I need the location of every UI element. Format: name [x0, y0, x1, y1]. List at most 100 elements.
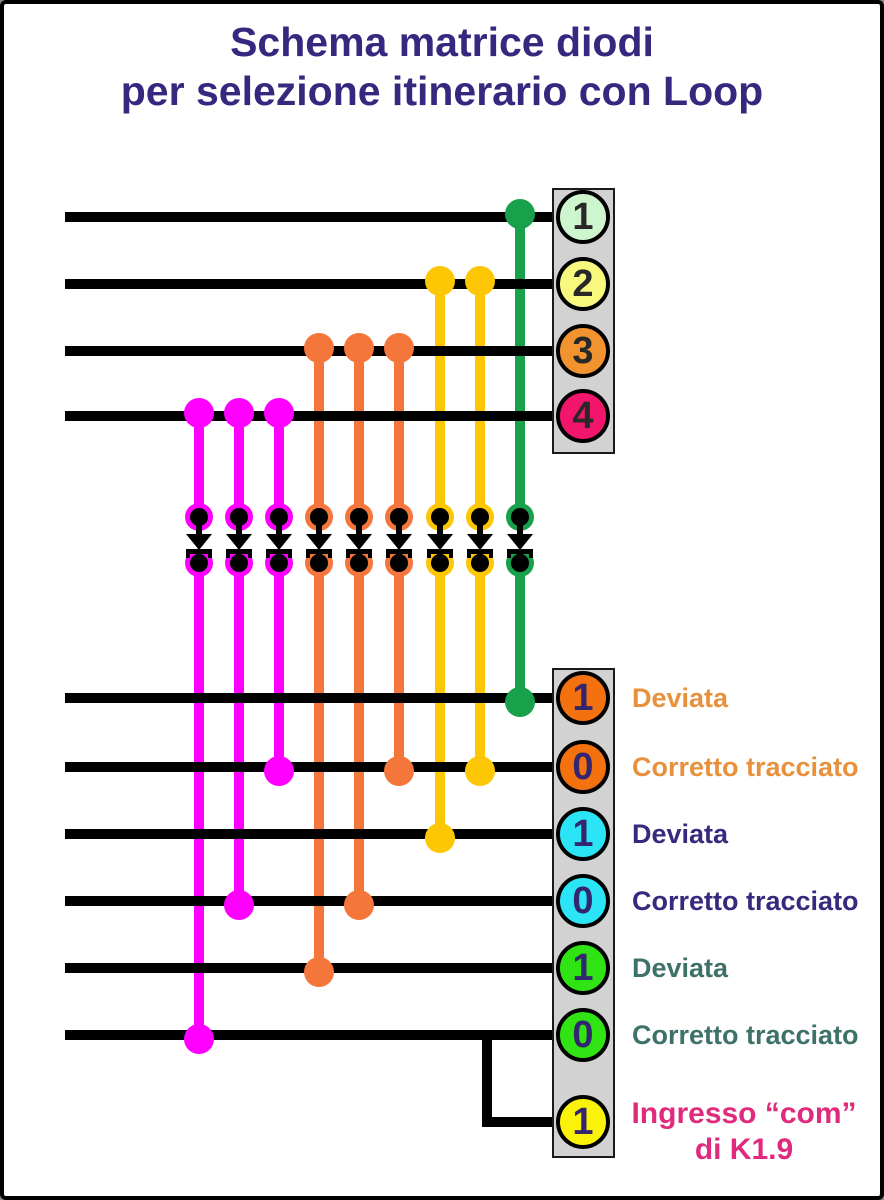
junction-dot-bottom-6	[384, 756, 414, 786]
diode-part	[270, 508, 288, 526]
diode-part	[511, 508, 529, 526]
diode-part	[517, 525, 523, 535]
bottom-terminal-1: 1	[556, 671, 610, 725]
com-connector-horizontal	[482, 1117, 552, 1127]
com-connector-vertical	[482, 1035, 492, 1127]
junction-dot-bottom-7	[425, 823, 455, 853]
diode-part	[431, 554, 449, 572]
diode-column-9-wire-upper	[515, 217, 525, 517]
bottom-terminal-3: 1	[556, 807, 610, 861]
diode-part	[449, 549, 453, 558]
diode-triangle-icon	[306, 534, 332, 550]
top-bus-line-2	[65, 279, 552, 289]
diode-triangle-icon	[226, 534, 252, 550]
diode-part	[186, 549, 212, 554]
top-terminal-4: 4	[556, 389, 610, 443]
bottom-row-label-1: Deviata	[632, 683, 729, 713]
bottom-row-label-6: Corretto tracciato	[632, 1020, 859, 1050]
diode-column-1-wire-lower	[194, 563, 204, 1039]
bottom-bus-line-3	[65, 829, 552, 839]
diode-part	[196, 525, 202, 535]
diode-part	[310, 554, 328, 572]
diode-part	[437, 525, 443, 535]
diode-part	[390, 554, 408, 572]
diode-part	[276, 525, 282, 535]
diode-part	[248, 549, 252, 558]
top-bus-line-1	[65, 212, 552, 222]
diode-part	[471, 508, 489, 526]
diagram-title: Schema matrice diodi per selezione itine…	[4, 18, 880, 116]
diode-part	[350, 554, 368, 572]
junction-dot-top-1	[184, 398, 214, 428]
diode-part	[266, 549, 292, 554]
diode-part	[356, 525, 362, 535]
title-line-1: Schema matrice diodi	[230, 19, 654, 65]
diode-column-6-wire-lower	[394, 563, 404, 771]
diode-1	[185, 503, 213, 577]
diode-part	[230, 554, 248, 572]
diode-column-4-wire-upper	[314, 351, 324, 517]
junction-dot-bottom-5	[344, 890, 374, 920]
com-terminal-label: Ingresso “com” di K1.9	[604, 1096, 880, 1168]
diode-column-8-wire-lower	[475, 563, 485, 771]
diode-part	[396, 525, 402, 535]
junction-dot-top-9	[505, 199, 535, 229]
diode-triangle-icon	[386, 534, 412, 550]
diode-column-3-wire-upper	[274, 416, 284, 517]
diode-part	[230, 508, 248, 526]
diode-4	[305, 503, 333, 577]
bottom-bus-line-6	[65, 1030, 552, 1040]
bottom-row-label-5: Deviata	[632, 953, 729, 983]
junction-dot-top-7	[425, 266, 455, 296]
bottom-bus-line-4	[65, 896, 552, 906]
diode-part	[306, 549, 332, 554]
junction-dot-top-3	[264, 398, 294, 428]
junction-dot-top-2	[224, 398, 254, 428]
diode-part	[328, 549, 332, 558]
diode-part	[226, 549, 252, 554]
diode-8	[466, 503, 494, 577]
junction-dot-bottom-3	[264, 756, 294, 786]
diode-part	[226, 549, 230, 558]
diode-column-5-wire-lower	[354, 563, 364, 905]
diode-column-3-wire-lower	[274, 563, 284, 771]
diode-part	[471, 554, 489, 572]
com-label-line-1: Ingresso “com”	[631, 1097, 857, 1130]
diode-part	[427, 549, 453, 554]
junction-dot-top-4	[304, 333, 334, 363]
diode-part	[208, 549, 212, 558]
junction-dot-top-6	[384, 333, 414, 363]
junction-dot-bottom-2	[224, 890, 254, 920]
diode-part	[306, 549, 310, 558]
diode-part	[408, 549, 412, 558]
diode-triangle-icon	[266, 534, 292, 550]
bottom-row-label-3: Deviata	[632, 819, 729, 849]
diode-part	[350, 508, 368, 526]
diode-part	[467, 549, 493, 554]
diode-part	[529, 549, 533, 558]
diode-triangle-icon	[186, 534, 212, 550]
top-terminal-3: 3	[556, 324, 610, 378]
diode-part	[489, 549, 493, 558]
diode-part	[346, 549, 350, 558]
top-bus-line-4	[65, 411, 552, 421]
bottom-terminal-5: 1	[556, 941, 610, 995]
diode-7	[426, 503, 454, 577]
diode-triangle-icon	[467, 534, 493, 550]
diode-9	[506, 503, 534, 577]
junction-dot-top-8	[465, 266, 495, 296]
bottom-bus-line-1	[65, 693, 552, 703]
diode-part	[427, 549, 431, 558]
diode-part	[236, 525, 242, 535]
top-terminal-1: 1	[556, 190, 610, 244]
diode-column-6-wire-upper	[394, 351, 404, 517]
diode-5	[345, 503, 373, 577]
diode-part	[186, 549, 190, 558]
diode-part	[368, 549, 372, 558]
com-terminal: 1	[556, 1095, 610, 1149]
diode-2	[225, 503, 253, 577]
diode-part	[477, 525, 483, 535]
diode-part	[346, 549, 372, 554]
bottom-bus-line-2	[65, 762, 552, 772]
